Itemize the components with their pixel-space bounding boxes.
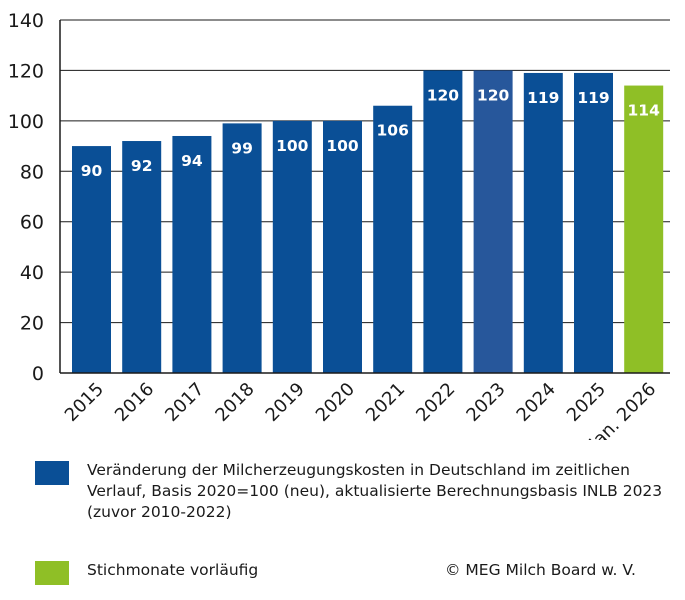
data-label: 114 [628, 102, 661, 120]
data-label: 120 [477, 86, 510, 104]
bar [373, 105, 413, 373]
bar [473, 70, 513, 373]
bar-chart: 0 20 40 60 80 100 120 140 90 92 94 99 100 100 106 120 1… [8, 10, 670, 440]
x-tick-label: 2016 [111, 379, 158, 426]
y-axis-ticks: 0 20 40 60 80 100 120 140 [8, 10, 44, 385]
x-tick-label: 2022 [412, 379, 459, 426]
x-tick-label: 2024 [513, 379, 560, 426]
data-labels: 90 92 94 99 100 100 106 120 120 119 119 114 [81, 86, 660, 180]
x-tick-label: 2019 [262, 379, 309, 426]
x-tick-label: 2018 [211, 379, 258, 426]
legend-label-preliminary: Stichmonate vorläufig [87, 561, 259, 579]
data-label: 119 [527, 89, 559, 107]
y-tick-label: 20 [20, 313, 44, 335]
y-tick-label: 0 [32, 363, 44, 385]
y-tick-label: 80 [20, 161, 44, 183]
legend-swatch-green [35, 561, 69, 585]
bars [72, 70, 664, 374]
bar [72, 146, 111, 373]
legend-label-cost-index: Veränderung der Milcherzeugungskosten in… [87, 461, 663, 521]
bar [172, 135, 212, 373]
data-label: 119 [577, 89, 609, 107]
x-tick-label: 2025 [563, 379, 610, 426]
legend-swatch-blue [35, 461, 69, 485]
x-tick-label: 2020 [312, 379, 359, 426]
bar [272, 120, 312, 373]
y-tick-label: 140 [8, 10, 44, 32]
y-tick-label: 40 [20, 262, 44, 284]
data-label: 90 [81, 162, 103, 180]
legend-item-cost-index: Veränderung der Milcherzeugungskosten in… [35, 460, 675, 523]
bar [323, 120, 362, 373]
bar [624, 85, 664, 374]
data-label: 92 [131, 157, 153, 175]
data-label: 100 [276, 137, 309, 155]
bar [574, 72, 613, 373]
x-tick-label: 2017 [161, 379, 208, 426]
bar [423, 70, 463, 373]
gridlines [60, 19, 670, 324]
data-label: 100 [326, 137, 359, 155]
legend-item-preliminary: Stichmonate vorläufig [35, 560, 258, 585]
x-axis-ticks: 2015 2016 2017 2018 2019 2020 2021 2022 2023 2024… [61, 379, 660, 440]
x-tick-label: 2015 [61, 379, 108, 426]
data-label: 120 [427, 86, 460, 104]
y-tick-label: 60 [20, 212, 44, 234]
data-label: 106 [377, 122, 409, 140]
x-tick-label: 2023 [462, 379, 509, 426]
bar [122, 141, 162, 373]
y-tick-label: 100 [8, 111, 44, 133]
source-credit: © MEG Milch Board w. V. [445, 561, 636, 579]
bar [523, 72, 563, 373]
data-label: 94 [181, 152, 203, 170]
bar [222, 123, 262, 373]
x-tick-label: 2021 [362, 379, 409, 426]
y-tick-label: 120 [8, 60, 44, 82]
data-label: 99 [231, 139, 253, 157]
